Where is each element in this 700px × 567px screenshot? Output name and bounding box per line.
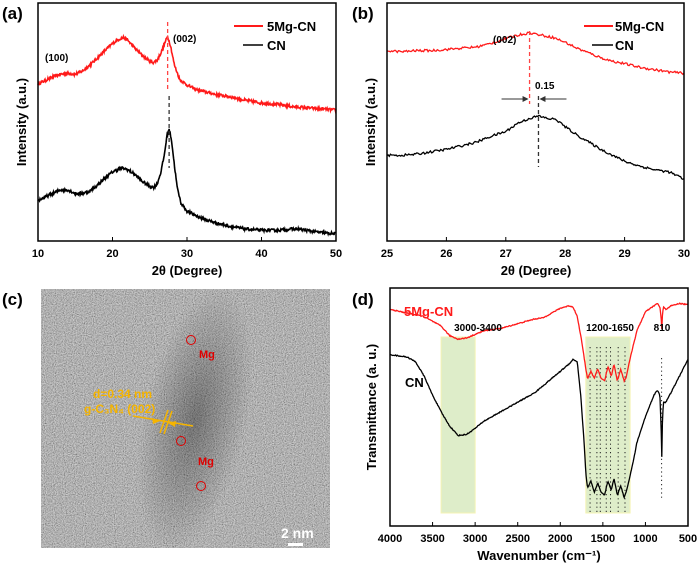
scale-bar-label: 2 nm: [281, 525, 314, 541]
band-label-3000-3400: 3000-3400: [454, 323, 502, 334]
panel-b-annotation-002: (002): [493, 35, 516, 46]
panel-b-reference-lines: [528, 31, 540, 167]
highlight-band: [440, 336, 476, 514]
x-tick-label: 50: [330, 248, 342, 260]
x-tick-label: 1000: [633, 533, 657, 545]
tem-micrograph: [41, 289, 330, 548]
mg-atom-marker: [176, 436, 186, 446]
legend-label-cn: CN: [615, 38, 634, 53]
panel-b-x-ticks: 25 26 27 28 29 30: [381, 237, 690, 260]
panel-a-series: [37, 33, 337, 237]
panel-d-highlight-bands: [440, 336, 631, 514]
x-tick-label: 25: [381, 248, 393, 260]
panel-b-frame: [386, 2, 685, 242]
panel-a-annotation-002: (002): [173, 34, 196, 45]
panel-d-ftir: (d) 4000 3500 3000 2500 2000 1500 1000 500 Wave…: [352, 287, 697, 563]
series-line-5mg-cn: [389, 302, 689, 384]
x-tick-label: 2000: [548, 533, 572, 545]
panel-a-xrd: (a) 10 20 30 40 50 2θ (Degree) Intensity (a.…: [2, 2, 342, 278]
x-tick-label: 2500: [505, 533, 529, 545]
series-label-cn: CN: [405, 375, 424, 390]
legend-label-5mg-cn: 5Mg-CN: [615, 19, 664, 34]
legend-label-cn: CN: [267, 38, 286, 53]
x-tick-label: 30: [181, 248, 193, 260]
lattice-fringe-marker-2: [163, 410, 173, 435]
panel-d-y-axis-title: Transmittance (a. u.): [364, 344, 379, 470]
x-tick-label: 20: [106, 248, 118, 260]
lattice-arrow-line: [132, 415, 194, 427]
panel-c-tem-image: (c) d=0.34 nm g-C₃N₄ (002) Mg Mg 2 nm: [2, 289, 330, 548]
mg-atom-marker: [186, 335, 196, 345]
mg-markers: Mg Mg: [176, 335, 215, 491]
panel-a-annotation-100: (100): [45, 53, 68, 64]
series-line-cn: [37, 128, 337, 237]
annotation-810: 810: [654, 323, 671, 334]
panel-b-series: [386, 31, 685, 181]
lattice-arrow-head-left: [152, 418, 160, 424]
x-tick-label: 30: [678, 248, 690, 260]
panel-a-x-axis-title: 2θ (Degree): [152, 263, 223, 278]
series-line-cn: [386, 114, 685, 181]
panel-b-legend: 5Mg-CN CN: [584, 19, 664, 53]
panel-b-y-axis-title: Intensity (a.u.): [363, 78, 378, 166]
scale-bar: 2 nm: [281, 525, 314, 546]
x-tick-label: 3500: [420, 533, 444, 545]
panel-d-series: [389, 302, 689, 500]
mg-label: Mg: [198, 456, 214, 468]
mg-label: Mg: [199, 349, 215, 361]
lattice-fringe-marker-1: [159, 409, 169, 434]
x-tick-label: 3000: [463, 533, 487, 545]
panel-b-shift-arrows: [501, 96, 567, 102]
panel-a-legend: 5Mg-CN CN: [234, 19, 316, 53]
tem-lattice-annotation: d=0.34 nm g-C₃N₄ (002): [84, 387, 194, 435]
x-tick-label: 4000: [378, 533, 402, 545]
x-tick-label: 26: [440, 248, 452, 260]
x-tick-label: 1500: [591, 533, 615, 545]
x-tick-label: 27: [500, 248, 512, 260]
panel-label-b: (b): [352, 4, 374, 23]
shift-arrow-head-left: [522, 96, 529, 102]
panel-b-shift-label: 0.15: [535, 81, 555, 92]
panel-b-x-axis-title: 2θ (Degree): [501, 263, 572, 278]
lattice-spacing-label: d=0.34 nm: [93, 387, 152, 401]
x-tick-label: 28: [559, 248, 571, 260]
panel-a-y-axis-title: Intensity (a.u.): [14, 78, 29, 166]
lattice-plane-label: g-C₃N₄ (002): [84, 402, 155, 416]
scale-bar-line: [288, 543, 303, 546]
panel-d-x-ticks: 4000 3500 3000 2500 2000 1500 1000 500: [378, 522, 697, 545]
tem-dark-particle: [136, 289, 254, 548]
panel-label-d: (d): [352, 290, 374, 309]
panel-a-reference-lines: [166, 22, 170, 168]
mg-atom-marker: [196, 481, 206, 491]
series-label-5mg-cn: 5Mg-CN: [404, 304, 453, 319]
band-label-1200-1650: 1200-1650: [586, 323, 634, 334]
x-tick-label: 10: [32, 248, 44, 260]
series-line-5mg-cn: [386, 31, 685, 76]
panel-d-x-axis-title: Wavenumber (cm⁻¹): [477, 548, 600, 563]
legend-label-5mg-cn: 5Mg-CN: [267, 19, 316, 34]
shift-arrow-head-right: [539, 96, 546, 102]
series-line-5mg-cn: [37, 33, 337, 115]
panel-b-xrd-zoom: (b) 25 26 27 28 29 30 2θ (Degree) Intensity (…: [352, 2, 690, 278]
panel-d-frame: [389, 287, 689, 527]
x-tick-label: 40: [255, 248, 267, 260]
lattice-arrow-head-right: [168, 421, 176, 427]
x-tick-label: 500: [679, 533, 697, 545]
panel-label-a: (a): [2, 4, 23, 23]
panel-a-x-ticks: 10 20 30 40 50: [32, 237, 342, 260]
panel-label-c: (c): [2, 290, 23, 309]
series-line-cn: [389, 353, 689, 500]
x-tick-label: 29: [618, 248, 630, 260]
